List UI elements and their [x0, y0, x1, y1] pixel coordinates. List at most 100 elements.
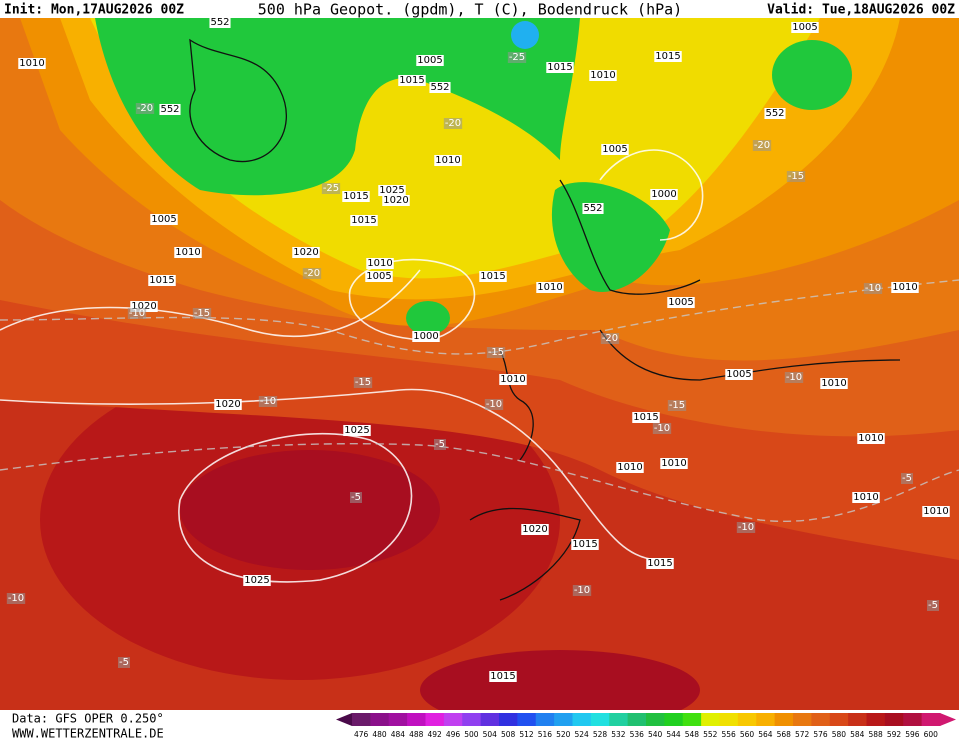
temperature-label-group: -10 — [652, 423, 672, 434]
colorbar-label: 540 — [648, 730, 663, 739]
temperature-label-box — [486, 347, 506, 358]
temperature-label-group: -25 — [507, 52, 527, 63]
isobar-label-box — [646, 558, 674, 569]
isobar-label-group: 1020 — [292, 247, 320, 258]
isobar-label: 1010 — [821, 378, 846, 389]
temperature-label-box — [118, 657, 130, 668]
colorbar-label: 600 — [924, 730, 939, 739]
temperature-label-box — [736, 522, 756, 533]
temperature-label: -10 — [654, 423, 670, 434]
colorbar-cell — [554, 713, 573, 726]
colorbar-cell — [866, 713, 886, 726]
isobar-label-box — [857, 433, 885, 444]
isobar-label-box — [412, 331, 440, 342]
isobar-label: 1015 — [351, 215, 376, 226]
colorbar-cell — [627, 713, 647, 726]
isobar-label-group: 1015 — [350, 215, 378, 226]
temperature-label-box — [350, 492, 362, 503]
temperature-label: -10 — [865, 283, 881, 294]
isobar-label: 1010 — [892, 282, 917, 293]
isobar-label-group: 1010 — [852, 492, 880, 503]
colorbar-cell — [352, 713, 371, 726]
colorbar-cell — [829, 713, 849, 726]
isobar — [178, 433, 413, 583]
isobar-label-box — [18, 58, 46, 69]
isobar-label-group: 1020 — [130, 301, 158, 312]
colorbar-cell — [811, 713, 831, 726]
temperature-label: -25 — [323, 183, 339, 194]
colorbar-label: 480 — [372, 730, 387, 739]
isobar-label-group: 1010 — [891, 282, 919, 293]
isobar-label: 552 — [583, 203, 602, 214]
temperature-label: -10 — [486, 399, 502, 410]
isobar — [0, 269, 421, 338]
colorbar-label: 516 — [538, 730, 553, 739]
isobar-label-box — [398, 75, 426, 86]
coastline — [559, 179, 901, 381]
temperature-label: -10 — [574, 585, 590, 596]
isobar-label: 552 — [430, 82, 449, 93]
temperature-label-box — [258, 396, 278, 407]
isobar-label: 1020 — [215, 399, 240, 410]
isobar-label-group: 1020 — [521, 524, 549, 535]
colorbar-cell — [903, 713, 923, 726]
temperature-label-box — [127, 308, 147, 319]
isobar-label-box — [243, 575, 271, 586]
isobar-label: 1010 — [617, 462, 642, 473]
isobar-label: 1010 — [537, 282, 562, 293]
field-region — [95, 18, 580, 196]
isobar-label-group: 552 — [209, 17, 231, 28]
colorbar-arrow-high — [940, 713, 956, 726]
field-region — [180, 450, 440, 570]
isobar-label: 1015 — [547, 62, 572, 73]
isobar-label: 552 — [210, 17, 229, 28]
temperature-label-group: -20 — [752, 140, 772, 151]
temperature-label-box — [752, 140, 772, 151]
colorbar-cell — [407, 713, 426, 726]
colorbar-label: 500 — [464, 730, 479, 739]
isobar-label-box — [350, 215, 378, 226]
isobar-label-group: 552 — [764, 108, 786, 119]
colorbar-label: 584 — [850, 730, 865, 739]
colorbar-label: 496 — [446, 730, 461, 739]
colorbar-cell — [756, 713, 776, 726]
isobar-label: 1005 — [792, 22, 817, 33]
isobar-label-box — [601, 144, 629, 155]
isobar-label: 1015 — [480, 271, 505, 282]
isobar-label-box — [667, 297, 695, 308]
init-time: Init: Mon,17AUG2026 00Z — [4, 3, 184, 18]
isobar-label-group: 1015 — [632, 412, 660, 423]
colorbar-label: 492 — [428, 730, 443, 739]
isobar-label-group: 1015 — [479, 271, 507, 282]
colorbar-label: 580 — [832, 730, 847, 739]
colorbar-cell — [370, 713, 390, 726]
colorbar-cell — [499, 713, 518, 726]
colorbar-label: 476 — [354, 730, 369, 739]
temperature-label-box — [353, 377, 373, 388]
isobar-label-group: 552 — [429, 82, 451, 93]
isobar-label: 1005 — [602, 144, 627, 155]
temperature-label: -10 — [129, 308, 145, 319]
isobar-label-box — [571, 539, 599, 550]
isobar-label-group: 1010 — [922, 506, 950, 517]
temperature-label-box — [135, 103, 155, 114]
field-region — [406, 301, 450, 335]
temperature-label-group: -20 — [135, 103, 155, 114]
isobar-label: 1015 — [633, 412, 658, 423]
colorbar-cell — [848, 713, 867, 726]
temperature-label-group: -25 — [321, 183, 341, 194]
map — [0, 18, 959, 730]
temperature-label-box — [6, 593, 26, 604]
colorbar-label: 564 — [758, 730, 773, 739]
colorbar-label: 568 — [777, 730, 792, 739]
isobar-label-group: 1010 — [174, 247, 202, 258]
temperature-label: -5 — [902, 473, 912, 484]
isobar-label: 1015 — [572, 539, 597, 550]
isobar-label-box — [342, 191, 370, 202]
temperature-label: -15 — [669, 400, 685, 411]
temperature-label-box — [901, 473, 913, 484]
colorbar-cell — [921, 713, 941, 726]
isobar-label-box — [589, 70, 617, 81]
temperature-label-group: -20 — [302, 268, 322, 279]
isobar-label-box — [343, 425, 371, 436]
